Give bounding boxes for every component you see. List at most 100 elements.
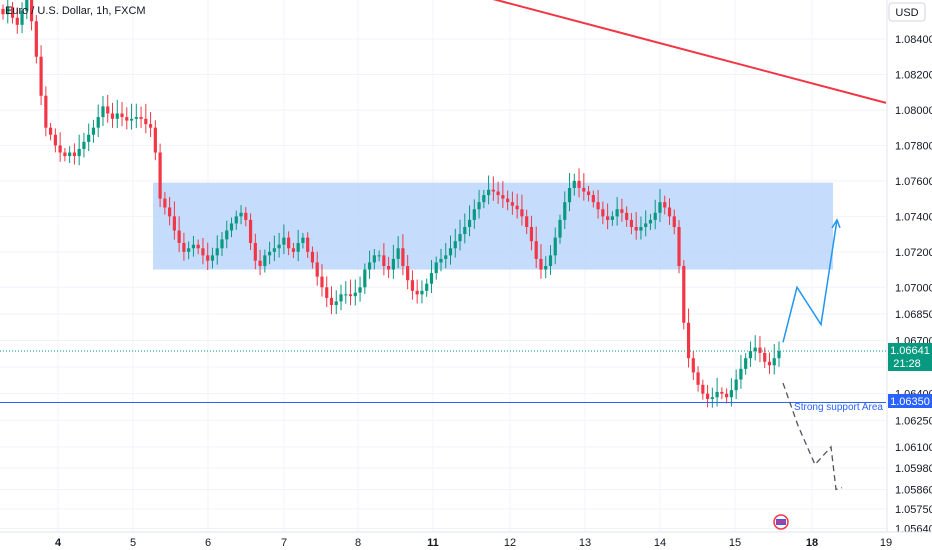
projection-down-path[interactable] xyxy=(782,382,843,491)
candle-body xyxy=(539,258,543,270)
price-tick-label: 1.06100 xyxy=(895,442,932,454)
candle-body xyxy=(268,251,272,256)
candle-body xyxy=(429,273,434,284)
us-flag-event-icon[interactable] xyxy=(773,514,789,530)
candle-body xyxy=(239,212,243,217)
support-annotation-label[interactable]: Strong support Area xyxy=(794,402,883,413)
candle-body xyxy=(106,106,110,114)
candle-body xyxy=(348,294,353,297)
candle-body xyxy=(168,207,172,217)
candle-body xyxy=(177,230,181,243)
candle-body xyxy=(10,7,15,18)
time-tick-label: 5 xyxy=(130,537,136,549)
candle-body xyxy=(658,202,662,213)
currency-button-label: USD xyxy=(895,7,918,19)
candle-body xyxy=(134,117,138,119)
candle-body xyxy=(501,195,505,199)
candle-body xyxy=(548,255,553,266)
candle-body xyxy=(558,219,562,238)
price-tick-label: 1.07000 xyxy=(895,282,932,294)
support-price-tag xyxy=(888,394,932,408)
candle-body xyxy=(734,379,738,391)
candle-body xyxy=(629,219,634,227)
candle-body xyxy=(486,189,491,196)
time-axis[interactable]: 4 5 6 7 8 11 12 13 14 15 18 19 xyxy=(55,537,892,549)
candle-body xyxy=(644,223,648,227)
candle-body xyxy=(739,368,743,380)
candle-body xyxy=(296,242,300,252)
price-tick-label: 1.07600 xyxy=(895,176,932,188)
candle-body xyxy=(577,180,581,188)
candle-body xyxy=(701,384,705,394)
candle-body xyxy=(525,216,529,227)
candle-body xyxy=(253,242,257,261)
candle-body xyxy=(458,234,462,242)
symbol-title[interactable]: Euro / U.S. Dollar, 1h, FXCM xyxy=(5,5,146,17)
resistance-trendline[interactable] xyxy=(456,0,887,104)
candle-body xyxy=(744,358,748,369)
candle-body xyxy=(72,152,77,157)
candle-body xyxy=(682,266,686,323)
candle-body xyxy=(606,216,610,220)
candle-body xyxy=(229,223,234,231)
candle-body xyxy=(68,152,72,157)
candle-body xyxy=(25,0,29,11)
current-price-value: 1.06641 xyxy=(890,345,930,357)
price-tick-label: 1.08200 xyxy=(895,69,932,81)
candle-body xyxy=(615,209,619,217)
candle-body xyxy=(339,294,343,302)
candle-body xyxy=(187,248,191,252)
candle-body xyxy=(691,358,695,373)
candle-body xyxy=(34,21,38,57)
price-tick-label: 1.07800 xyxy=(895,140,932,152)
candle-body xyxy=(472,209,476,220)
price-axis[interactable]: 1.08400 1.08200 1.08000 1.07800 1.07600 1.074… xyxy=(895,34,932,535)
candle-body xyxy=(767,361,772,366)
candle-body xyxy=(77,148,81,157)
candle-body xyxy=(625,212,629,220)
projection-up-path[interactable] xyxy=(782,219,838,343)
candle-body xyxy=(401,248,405,266)
candle-body xyxy=(453,241,457,249)
candle-body xyxy=(639,226,643,231)
candle-body xyxy=(315,262,319,277)
candle-body xyxy=(110,113,115,119)
candle-body xyxy=(53,134,57,146)
currency-button[interactable] xyxy=(888,2,926,22)
candle-body xyxy=(44,95,48,128)
candle-body xyxy=(391,258,395,270)
candle-body xyxy=(15,17,19,25)
candle-body xyxy=(705,393,710,399)
candle-body xyxy=(148,124,153,128)
candle-body xyxy=(396,248,400,259)
candle-body xyxy=(301,237,305,243)
current-price-tag xyxy=(888,343,932,371)
candle-body xyxy=(234,216,238,224)
candle-body xyxy=(777,351,781,359)
candle-body xyxy=(496,191,500,196)
candle-body xyxy=(553,237,557,256)
candle-body xyxy=(715,391,719,398)
candle-body xyxy=(444,255,448,259)
candle-body xyxy=(306,237,310,252)
candle-body xyxy=(610,216,614,220)
candle-body xyxy=(163,198,167,208)
candle-body xyxy=(672,216,676,227)
candle-body xyxy=(220,239,224,249)
candle-body xyxy=(529,226,534,242)
candle-body xyxy=(196,244,200,249)
candle-body xyxy=(120,113,124,118)
candle-body xyxy=(415,290,419,295)
candle-body xyxy=(567,187,572,203)
candle-body xyxy=(748,351,753,359)
candle-body xyxy=(491,189,495,192)
candle-body xyxy=(39,56,43,96)
price-tick-label: 1.05980 xyxy=(895,463,932,475)
candle-body xyxy=(244,212,248,220)
time-tick-label: 7 xyxy=(281,537,287,549)
price-tick-label: 1.08400 xyxy=(895,34,932,46)
support-price-value: 1.06350 xyxy=(890,396,930,408)
candle-body xyxy=(425,283,429,291)
